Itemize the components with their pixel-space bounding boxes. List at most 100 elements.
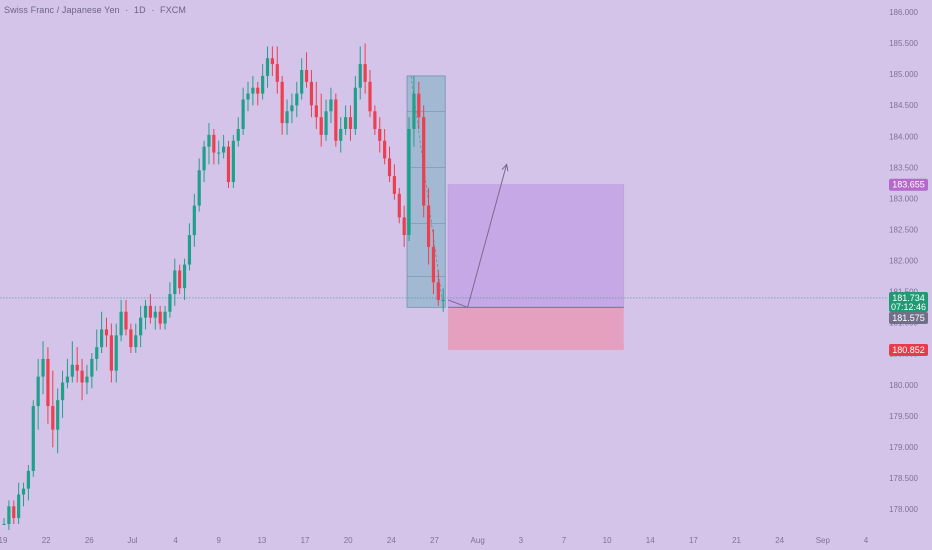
candle-body	[163, 311, 167, 324]
y-tick-label: 178.500	[889, 474, 918, 483]
candle-body	[397, 193, 401, 218]
candle-body	[436, 282, 440, 300]
x-tick-label: 21	[732, 536, 741, 545]
y-tick-label: 185.500	[889, 39, 918, 48]
x-tick-label: Sep	[816, 536, 831, 545]
candle-body	[100, 329, 104, 348]
candle-body	[329, 99, 333, 112]
candle-body	[226, 146, 231, 183]
candle-body	[280, 81, 284, 124]
candle-body	[168, 294, 172, 312]
x-tick-label: 7	[562, 536, 567, 545]
candle-body	[134, 335, 138, 348]
candle-body	[324, 111, 328, 135]
exchange-label: FXCM	[160, 5, 186, 15]
candle-body	[153, 311, 157, 318]
x-tick-label: Jul	[127, 536, 137, 545]
y-tick-label: 184.500	[889, 101, 918, 110]
x-tick-label: 13	[257, 536, 266, 545]
candle-body	[231, 140, 235, 183]
candle-body	[70, 364, 74, 377]
projection-path	[447, 164, 508, 308]
x-tick-label: 14	[646, 536, 655, 545]
candle-body	[202, 146, 206, 171]
x-tick-label: 10	[603, 536, 612, 545]
x-tick-label: 24	[775, 536, 784, 545]
x-tick-label: 9	[217, 536, 222, 545]
candle-body	[158, 311, 162, 324]
candle-body	[222, 146, 226, 153]
candle-body	[368, 81, 372, 112]
y-tick-label: 183.000	[889, 194, 918, 203]
chart-title: Swiss Franc / Japanese Yen · 1D · FXCM	[4, 5, 186, 15]
candle-body	[431, 246, 436, 283]
candle-body	[265, 58, 270, 76]
candle-body	[334, 99, 338, 141]
y-tick-label: 183.500	[889, 163, 918, 172]
candle-body	[104, 329, 109, 336]
candle-body	[339, 128, 343, 141]
y-tick-label: 182.500	[889, 225, 918, 234]
candle-body	[139, 317, 143, 336]
candle-body	[197, 170, 201, 206]
candle-body	[344, 117, 348, 129]
candle-body	[387, 158, 392, 177]
candle-body	[90, 358, 94, 377]
candle-body	[407, 128, 411, 236]
y-tick-label: 179.500	[889, 412, 918, 421]
candle-body	[417, 93, 421, 118]
target-zone	[447, 184, 625, 308]
candle-body	[426, 205, 431, 247]
candle-body	[275, 64, 279, 82]
candle-body	[251, 87, 255, 94]
candle-body	[173, 270, 177, 295]
price-badge	[889, 311, 928, 324]
candle-body	[348, 117, 353, 129]
candle-body	[217, 152, 221, 154]
price-badge	[889, 291, 928, 312]
y-tick-label: 180.000	[889, 381, 918, 390]
candle-body	[182, 264, 187, 289]
symbol-name: Swiss Franc / Japanese Yen	[4, 5, 120, 15]
candle-body	[353, 87, 357, 129]
candle-body	[270, 58, 274, 65]
price-badge-label: 181.734	[892, 293, 925, 303]
candle-body	[304, 70, 309, 82]
y-tick-label: 178.000	[889, 505, 918, 514]
price-badge-countdown: 07:12:46	[891, 302, 926, 312]
candle-body	[7, 506, 11, 524]
candle-body	[212, 134, 216, 153]
y-tick-label: 182.000	[889, 257, 918, 266]
candle-body	[363, 64, 367, 82]
price-badge-label: 180.852	[892, 345, 925, 355]
candle-body	[402, 217, 406, 236]
candle-body	[109, 335, 113, 371]
candle-body	[314, 105, 318, 118]
x-tick-label: 27	[430, 536, 439, 545]
x-tick-label: 20	[344, 536, 353, 545]
x-tick-label: 17	[689, 536, 698, 545]
candle-body	[46, 358, 50, 407]
x-tick-label: 24	[387, 536, 396, 545]
candle-body	[392, 176, 396, 194]
candle-body	[285, 111, 289, 124]
candle-body	[75, 364, 79, 371]
candle-body	[12, 506, 16, 519]
x-tick-label: 3	[519, 536, 524, 545]
candle-body	[358, 64, 362, 88]
candle-body	[192, 205, 196, 236]
candle-body	[124, 311, 128, 330]
x-tick-label: 22	[42, 536, 51, 545]
candle-body	[41, 358, 45, 377]
candle-body	[31, 406, 35, 471]
candle-body	[119, 311, 123, 336]
candle-body	[246, 93, 250, 100]
candle-body	[178, 270, 182, 289]
price-badge-label: 181.575	[892, 313, 925, 323]
x-tick-label: 19	[0, 536, 8, 545]
candle-body	[236, 128, 240, 141]
candle-body	[309, 81, 314, 106]
candle-body	[290, 105, 294, 112]
